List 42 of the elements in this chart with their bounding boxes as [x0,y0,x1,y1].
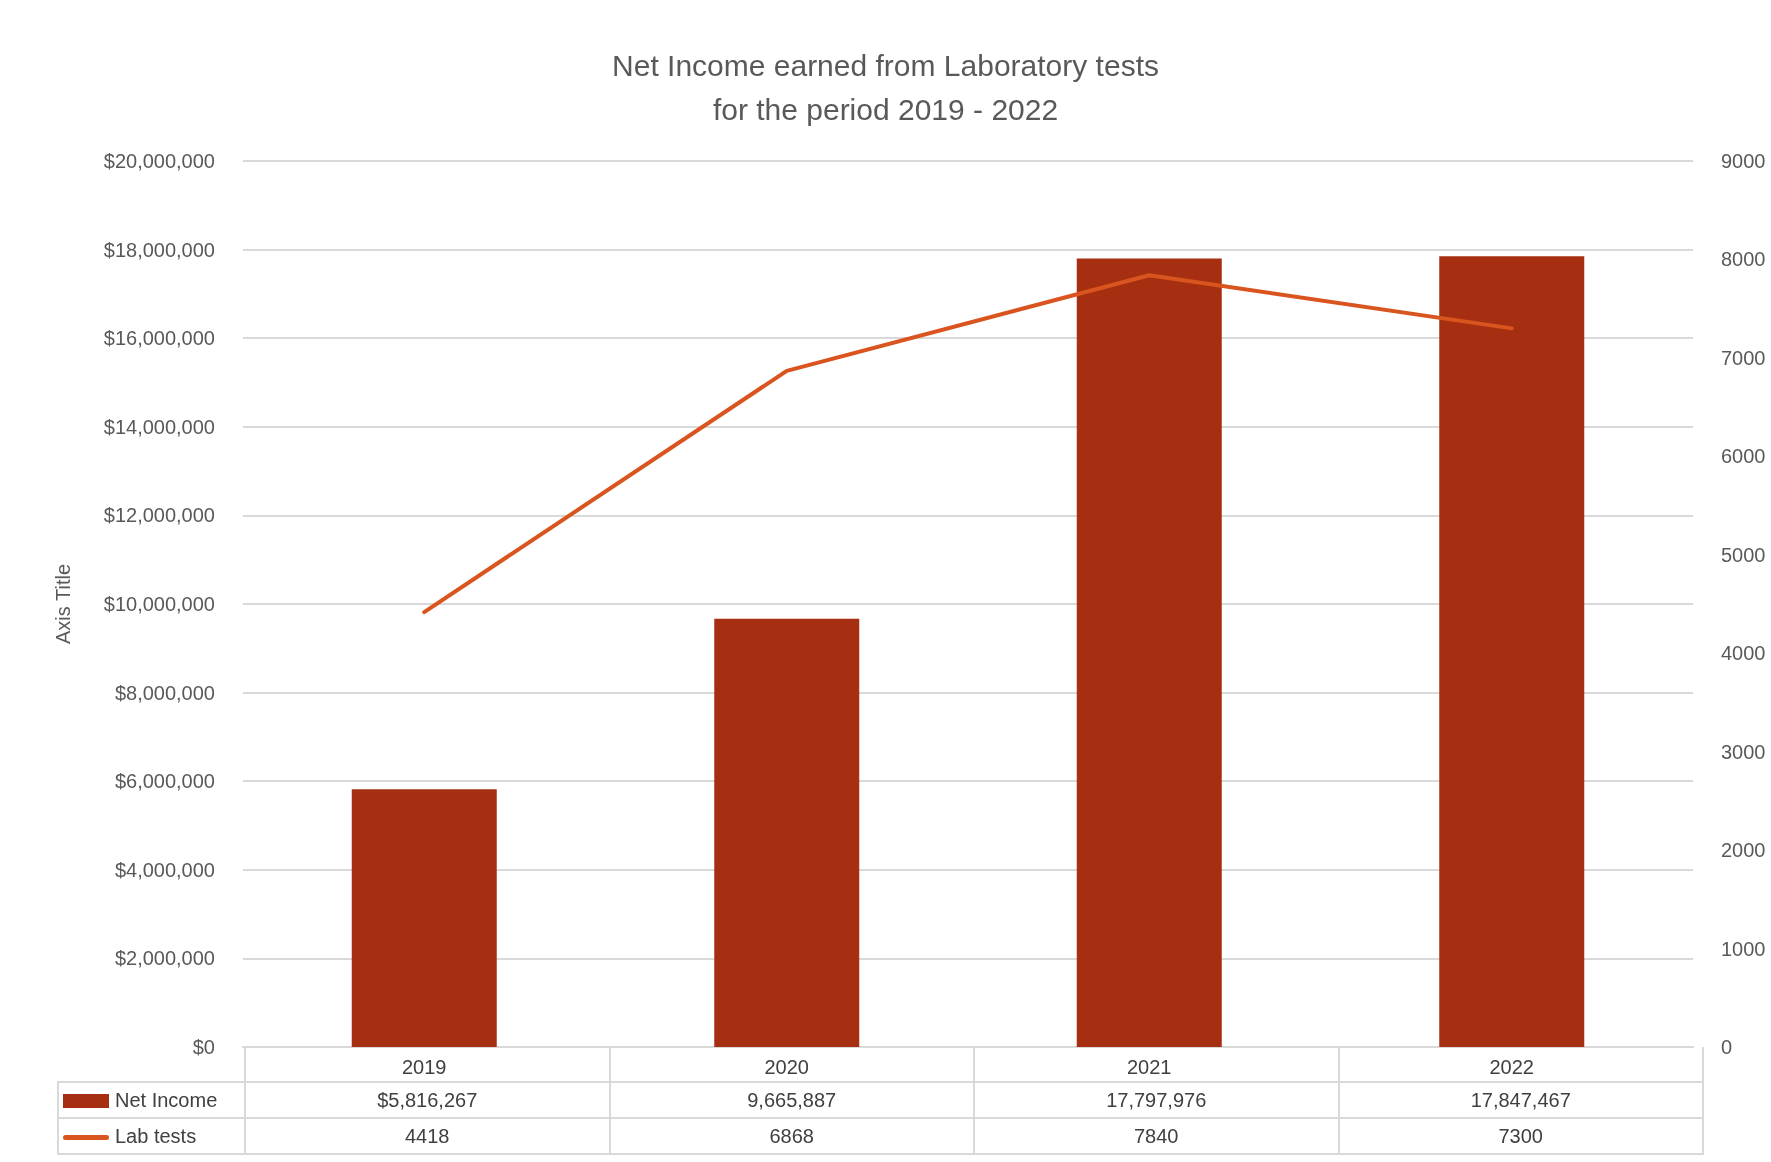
y-tick-label: $14,000,000 [103,415,215,438]
y2-tick-label: 6000 [1721,445,1766,468]
data-label: 4418 [245,1118,610,1154]
data-label: $5,816,267 [245,1082,610,1118]
y2-tick-label: 3000 [1721,740,1766,763]
y-axis-title: Axis Title [52,563,74,645]
y-tick-label: $12,000,000 [103,504,215,527]
bar [714,618,860,1047]
y-tick-label: $20,000,000 [103,150,215,172]
data-label: 6868 [609,1118,974,1154]
legend-label: Lab tests [115,1124,197,1147]
legend-label: Net Income [115,1088,218,1111]
y-tick-label: $8,000,000 [114,681,215,704]
x-tick-label: 2020 [764,1056,809,1078]
y2-tick-label: 0 [1721,1036,1733,1058]
data-label: 7300 [1338,1118,1703,1154]
data-label: 17,847,467 [1338,1082,1703,1118]
line-series [422,273,1514,615]
y2-tick-label: 4000 [1721,642,1766,665]
data-label: 7840 [974,1118,1339,1154]
x-tick-label: 2019 [402,1056,447,1078]
bar [1076,258,1222,1047]
x-tick-label: 2022 [1489,1056,1534,1078]
data-label: 17,797,976 [974,1082,1339,1118]
y-tick-label: $6,000,000 [114,770,215,793]
y2-tick-label: 8000 [1721,248,1766,271]
y2-tick-label: 5000 [1721,543,1766,566]
y2-tick-label: 1000 [1721,937,1766,960]
x-tick-label: 2021 [1127,1056,1172,1078]
y-tick-label: $18,000,000 [103,238,215,261]
bar [1439,256,1585,1047]
y-tick-label: $2,000,000 [114,947,215,970]
y2-tick-label: 2000 [1721,839,1766,862]
chart-title: Net Income earned from Laboratory tests for the period 2019 - 2022 [612,48,1159,126]
y-tick-label: $16,000,000 [103,327,215,350]
data-label: 9,665,887 [609,1082,974,1118]
y-tick-label: $4,000,000 [114,858,215,881]
y2-tick-label: 9000 [1721,150,1766,172]
y2-tick-label: 7000 [1721,346,1766,369]
y-tick-label: $0 [192,1036,215,1058]
y-tick-label: $10,000,000 [103,593,215,615]
bar [351,789,497,1047]
